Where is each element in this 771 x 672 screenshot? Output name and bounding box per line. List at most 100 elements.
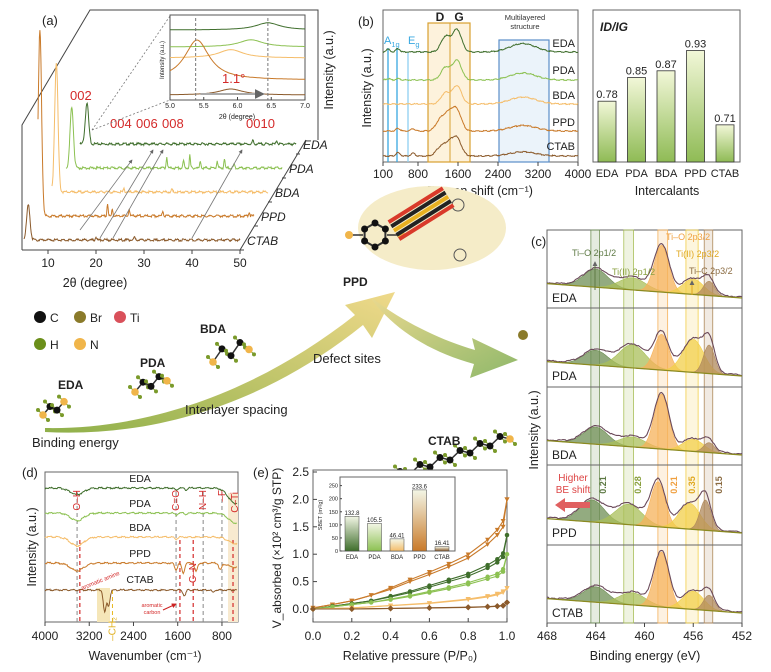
raman-series-label-ppd: PPD: [552, 117, 575, 129]
xps-envelope-eda: [546, 243, 743, 298]
bond-label-cti: C–Ti: [230, 492, 241, 513]
bond: [42, 401, 65, 416]
carbon-atom: [446, 456, 454, 464]
carbon-atom: [381, 237, 389, 245]
isotherm-point: [494, 527, 500, 533]
ftir-trace-pda: [44, 511, 238, 525]
hydrogen-atom: [144, 379, 148, 384]
isotherm-point: [426, 570, 432, 575]
sbet-value-label: 16.41: [434, 541, 450, 547]
isotherm-point: [446, 564, 452, 570]
hydrogen-atom: [136, 375, 140, 380]
hydrogen-atom: [50, 403, 54, 408]
bond-label-f: –F: [217, 490, 228, 502]
carbon-atom: [486, 442, 494, 450]
idig-value-label: 0.78: [596, 89, 617, 101]
peak-label-008: 008: [162, 116, 184, 131]
bet-x-tick-label: 0.2: [343, 629, 360, 643]
carbon-atom: [416, 461, 424, 468]
isotherm-point: [500, 551, 506, 556]
isotherm-point: [504, 599, 510, 606]
carbon-atom: [436, 454, 444, 461]
xps-component-label: Ti–O 2p1/2: [572, 248, 616, 258]
be-shift-line2: BE shift: [556, 485, 591, 496]
aromatic-carbon-label: carbon: [144, 610, 161, 616]
hydrogen-atom: [216, 365, 220, 369]
intercalant-schematic: C Br Ti H N EDA PDA BDA PPD CTAB Binding ene…: [32, 186, 528, 502]
isotherm-point: [494, 603, 501, 610]
sbet-y-tick-label: 50: [332, 536, 338, 542]
sbet-bar-ppd: [412, 489, 427, 552]
peak-pointer-004: [79, 159, 133, 231]
xps-panel: (c) EDA PDA BDA PPD CTAB 468 464 460 456 452 Ti–…: [527, 229, 752, 663]
defect-arrow: [372, 298, 518, 378]
isotherm-point: [500, 566, 506, 572]
carbon-atom: [236, 339, 244, 347]
carbon-atom: [147, 382, 155, 390]
hydrogen-atom: [60, 413, 64, 418]
bet-y-tick-label: 0.5: [292, 575, 309, 589]
hydrogen-atom: [242, 342, 246, 347]
bond-label-co: C=O: [171, 490, 182, 511]
nitrogen-atom: [245, 345, 253, 354]
xrd-y-label: Intensity (a.u.): [322, 30, 336, 109]
idig-category-label: PDA: [625, 168, 648, 180]
idig-value-label: 0.71: [714, 113, 735, 125]
isotherm-point: [504, 552, 510, 557]
bond-label-ch2: –CH₂: [107, 617, 118, 641]
sbet-category-label: CTAB: [434, 555, 450, 561]
isotherm-point: [466, 571, 471, 577]
idig-category-label: CTAB: [711, 168, 740, 180]
bond-label-oh: O–H: [72, 490, 83, 511]
bda-molecule: [206, 335, 256, 369]
carbon-atom: [371, 243, 379, 251]
ftir-series-label-ctab: CTAB: [126, 574, 153, 586]
raman-x-tick-label: 4000: [565, 167, 592, 181]
hydrogen-atom: [36, 408, 40, 412]
inset-x-tick-label: 5.0: [165, 103, 175, 110]
isotherm-point: [446, 577, 451, 582]
ftir-x-tick-label: 2400: [120, 629, 147, 643]
sbet-category-label: EDA: [346, 555, 358, 561]
inset-trace-pda: [170, 39, 305, 48]
xps-component-label: Ti(II) 2p1/2: [612, 267, 655, 277]
isotherm-point: [407, 593, 413, 598]
atom-legend-label: Ti: [130, 311, 140, 325]
panel-label-a: (a): [42, 13, 58, 28]
isotherm-point: [500, 589, 506, 594]
nitrogen-atom: [506, 435, 514, 443]
hydrogen-atom: [67, 404, 71, 409]
bet-y-tick-label: 2.5: [292, 465, 309, 479]
isotherm-point: [349, 598, 355, 604]
eg-main: E: [408, 35, 415, 47]
hydrogen-atom: [483, 446, 487, 451]
isotherm-point: [368, 593, 374, 598]
idig-value-label: 0.85: [626, 66, 647, 78]
ppd-label: PPD: [343, 275, 368, 289]
xrd-series-label-ctab: CTAB: [247, 234, 278, 248]
xrd-x-tick-label: 20: [89, 256, 103, 270]
hydrogen-atom: [170, 383, 174, 388]
raman-y-label: Intensity (a.u.): [360, 48, 374, 127]
bet-panel: (e) 0.0 0.2 0.4 0.6 0.8 1.0 0.0 0.5 1.0 1.5 2.0 2.5…: [253, 465, 516, 663]
d-band-label: D: [436, 10, 445, 24]
ftir-series-label-pda: PDA: [129, 498, 151, 510]
raman-trace-ppd: [382, 105, 579, 133]
pda-molecule: [128, 369, 174, 399]
aromatic-carbon-label: aromatic: [141, 603, 162, 609]
nitrogen-atom: [39, 411, 47, 419]
hydrogen-atom: [215, 341, 219, 346]
raman-series-label-bda: BDA: [552, 90, 575, 102]
bet-y-label: V_absorbed (×10² cm³/g STP): [270, 468, 284, 628]
sbet-bar-eda: [344, 516, 360, 552]
isotherm-point: [465, 597, 471, 602]
sbet-y-tick-label: 150: [329, 510, 338, 516]
idig-bar-pda: [627, 77, 646, 163]
nitrogen-atom: [163, 377, 171, 385]
inset-x-tick-label: 7.0: [300, 103, 310, 110]
ftir-x-tick-label: 1600: [164, 629, 191, 643]
xrd-x-label: 2θ (degree): [63, 276, 128, 290]
xps-x-tick-label: 452: [732, 629, 752, 643]
xps-series-label-ppd: PPD: [552, 526, 577, 540]
ftir-series-label-ppd: PPD: [129, 548, 151, 560]
